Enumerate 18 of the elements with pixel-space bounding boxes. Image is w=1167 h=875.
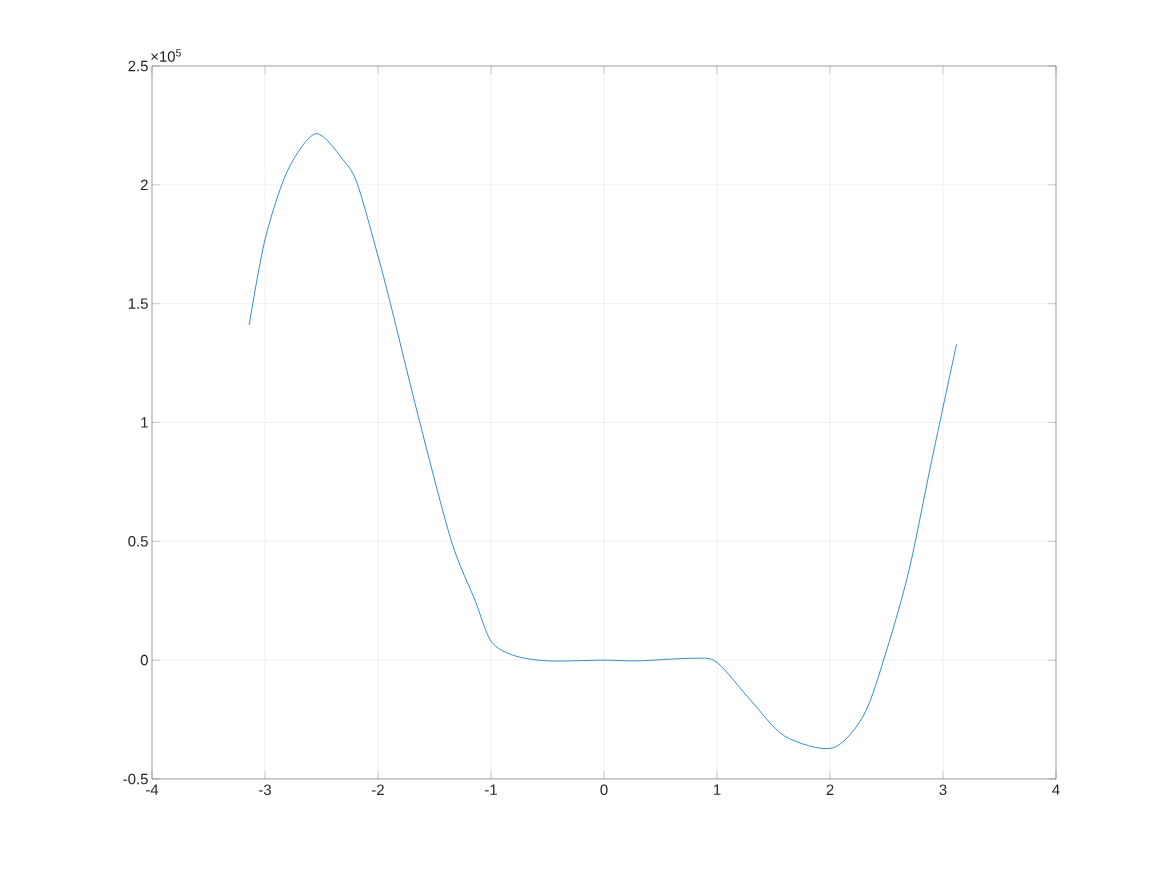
y-tick-label: 2: [140, 179, 148, 191]
x-tick-label: -3: [259, 784, 271, 796]
y-tick-label: 0: [140, 654, 148, 666]
x-tick-label: 1: [714, 784, 721, 795]
y-tick-label: -0.5: [123, 773, 148, 785]
y-tick-label: 1.5: [128, 298, 148, 309]
x-tick-label: 2: [826, 784, 834, 795]
x-tick-label: -2: [372, 784, 384, 795]
x-tick-label: -4: [146, 784, 159, 795]
x-tick-label: 4: [1052, 784, 1060, 795]
line-series: [248, 133, 957, 749]
y-tick-label: 1: [141, 417, 148, 428]
y-tick-label: 2.5: [128, 60, 148, 72]
text: ×10$^{5}$: [151, 49, 181, 62]
y-tick-label: 0.5: [128, 536, 148, 547]
x-tick-label: -1: [485, 784, 497, 795]
x-tick-label: 0: [600, 784, 608, 796]
x-tick-label: 3: [939, 784, 947, 796]
